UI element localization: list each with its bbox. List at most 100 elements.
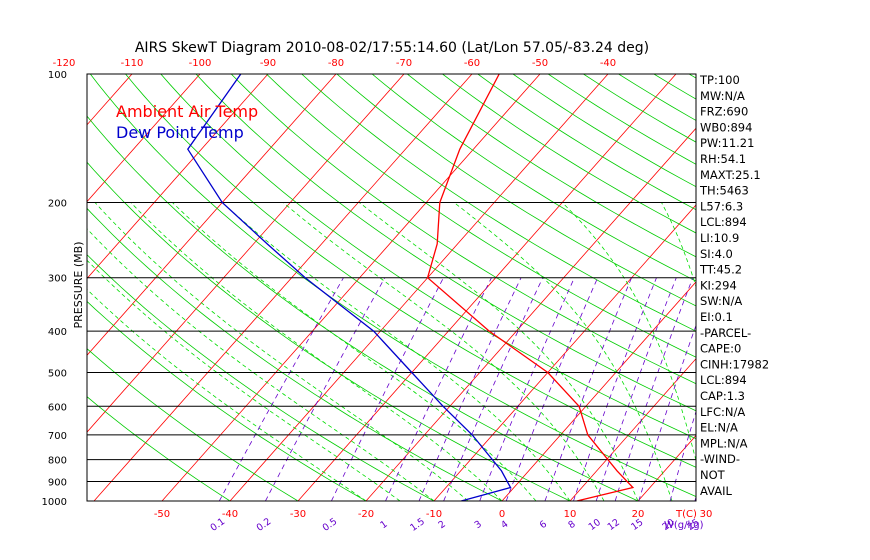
top-temp-tick-label: -40 [600,58,616,69]
dry-adiabat-line [865,74,870,501]
dry-adiabat-line [477,74,696,211]
dry-adiabat-line [160,74,696,440]
dry-adiabat-line [87,254,435,501]
mixing-ratio-line [775,278,831,501]
legend-dew-point-temp: Dew Point Temp [116,123,244,142]
top-temp-tick-label: -110 [121,58,144,69]
pressure-tick-label: 600 [48,402,67,413]
isotherm-line [433,204,696,501]
mixing-ratio-line [749,278,809,501]
dry-adiabat-line [512,74,696,188]
mixing-ratio-line [595,277,677,501]
isotherm-line [87,74,405,433]
isotherm-line [87,74,201,203]
chart-title: AIRS SkewT Diagram 2010-08-02/17:55:14.6… [135,40,649,56]
bottom-temp-tick-label: 10 [564,509,577,520]
dry-adiabat-line [760,74,870,501]
top-temp-tick-label: -90 [260,58,276,69]
mixing-ratio-line [331,277,444,501]
stability-index-item: MAXT:25.1 [700,168,761,182]
mixing-ratio-line [418,277,522,501]
mixing-ratio-line [669,410,696,501]
moist-adiabat-line [739,203,774,502]
bottom-temp-tick-label: -10 [426,509,442,520]
temperature-unit-label: T(C) [675,509,697,520]
dry-adiabat-line [442,74,696,234]
isotherm-line [365,127,696,501]
pressure-axis-labels: 100 200 300 400 500 600 700 800 900 1000 [42,70,67,508]
stability-index-item: EI:0.1 [700,310,733,324]
isotherm-line [93,74,473,501]
dry-adiabat-line [87,396,231,501]
stability-index-item: TP:100 [699,73,740,87]
mixing-ratio-tick-label: 6 [538,519,549,531]
isotherm-line [569,358,696,501]
stability-index-item: LI:10.9 [700,231,739,245]
mixing-ratio-tick-label: 3 [473,519,484,531]
mixing-ratio-line [573,277,657,501]
stability-index-item: WB0:894 [700,120,752,134]
moist-adiabat-line [87,259,401,501]
dry-adiabat-line [301,74,696,332]
moist-adiabat-line [94,202,469,501]
mixing-ratio-tick-label: 2 [437,519,448,531]
mixing-ratio-tick-label: 4 [499,519,510,531]
stability-index-item: L57:6.3 [700,199,743,213]
dry-adiabat-line [371,74,696,282]
stability-index-item: LFC:N/A [700,405,745,419]
stability-index-item: KI:294 [700,278,737,292]
bottom-temp-tick-label: 20 [632,509,645,520]
dry-adiabat-line [87,348,299,501]
dry-adiabat-line [830,74,870,501]
top-temp-tick-label: -100 [189,58,212,69]
moist-adiabat-line [172,202,537,501]
ambient-air-temp-line [426,74,635,501]
top-temp-tick-label: -80 [328,58,344,69]
dry-adiabat-line [87,300,367,501]
stability-index-item: SI:4.0 [700,247,733,261]
top-temp-tick-label: -60 [464,58,480,69]
sounding-profiles [187,74,635,501]
bottom-temp-tick-label: -40 [222,509,238,520]
mixing-ratio-unit-label: W(g/kg) [664,520,704,531]
stability-index-item: CINH:17982 [700,357,769,371]
mixing-ratio-line [218,277,344,501]
mixing-ratio-tick-label: 10 [587,517,603,533]
bottom-temp-tick-label: -20 [358,509,374,520]
mixing-ratio-line [544,277,632,501]
mixing-ratio-tick-label: 1.5 [408,516,427,534]
bottom-temp-tick-label: 0 [499,509,505,520]
dry-adiabat-line [195,74,696,412]
isotherm-line [501,281,696,501]
isotherm-line [161,74,541,501]
top-temp-tick-label: -50 [532,58,548,69]
dry-adiabat-line [795,74,870,501]
mixing-ratio-line [265,277,386,501]
stability-index-item: SW:N/A [700,294,742,308]
moist-adiabat-line [282,202,605,501]
stability-index-item: LCL:894 [700,215,747,229]
pressure-tick-label: 700 [48,431,67,442]
stability-index-item: EL:N/A [700,421,738,435]
isotherm-line [774,74,870,501]
mixing-ratio-tick-label: 8 [566,519,577,531]
mixing-ratio-line [614,277,694,501]
pressure-tick-label: 400 [48,327,67,338]
pressure-tick-label: 100 [48,70,67,81]
stability-index-item: LCL:894 [700,373,747,387]
bottom-temp-tick-label: -30 [290,509,306,520]
pressure-tick-label: 1000 [42,497,67,508]
dry-adiabat-line [87,207,503,501]
bottom-temperature-axis-labels: -50 -40 -30 -20 -10 0 10 20 30 [154,509,713,520]
isotherm-line [87,74,269,280]
stability-index-item: MW:N/A [700,89,745,103]
bottom-temp-tick-label: -50 [154,509,170,520]
legend-ambient-air-temp: Ambient Air Temp [116,102,258,121]
mixing-ratio-tick-label: 0.2 [255,516,274,534]
bottom-temp-tick-label: 30 [700,509,713,520]
dry-adiabat-line [87,161,571,501]
plot-frame [86,73,697,502]
mixing-ratio-line [638,324,696,501]
stability-index-item: PW:11.21 [700,136,754,150]
